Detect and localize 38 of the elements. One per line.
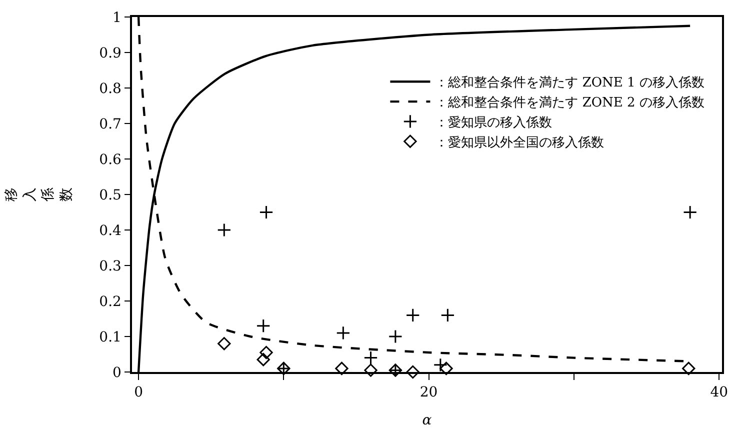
legend-label: ：総和整合条件を満たす ZONE 1 の移入係数 <box>435 76 704 91</box>
y-tick-label: 0.6 <box>99 152 122 168</box>
point <box>364 364 378 377</box>
point <box>433 358 448 372</box>
y-tick-label: 1 <box>112 10 122 26</box>
y-tick-label: 0.4 <box>99 222 122 239</box>
point <box>259 205 274 220</box>
y-axis-title: 移入係数 <box>4 188 74 202</box>
point <box>682 362 696 376</box>
y-tick-label: 0 <box>112 364 122 381</box>
y-tick-label: 0.2 <box>99 294 122 310</box>
point <box>217 222 232 238</box>
y-tick-label: 0.5 <box>99 187 122 204</box>
y-tick-label: 0.1 <box>99 329 122 346</box>
point <box>218 337 231 350</box>
legend-label: ：愛知県以外全国の移入係数 <box>435 135 604 150</box>
point <box>440 362 453 376</box>
point <box>388 329 402 344</box>
legend-label: ：総和整合条件を満たす ZONE 2 の移入係数 <box>435 96 704 111</box>
point <box>256 352 270 366</box>
y-tick-label: 0.3 <box>99 258 122 274</box>
point <box>260 346 273 360</box>
point <box>256 318 270 333</box>
point <box>364 350 378 365</box>
point <box>335 362 348 376</box>
y-tick-label: 0.9 <box>99 45 122 62</box>
point <box>406 308 420 322</box>
point <box>683 205 698 220</box>
point <box>406 365 420 379</box>
legend-label: ：愛知県の移入係数 <box>435 116 552 131</box>
y-tick-label: 0.8 <box>99 80 122 97</box>
point <box>440 308 455 322</box>
y-tick-label: 0.7 <box>99 116 122 132</box>
x-tick-label: 20 <box>420 384 438 401</box>
point <box>336 326 350 340</box>
x-tick-label: 40 <box>710 384 728 401</box>
x-axis-title: α <box>422 412 432 428</box>
x-tick-label: 0 <box>134 384 143 401</box>
